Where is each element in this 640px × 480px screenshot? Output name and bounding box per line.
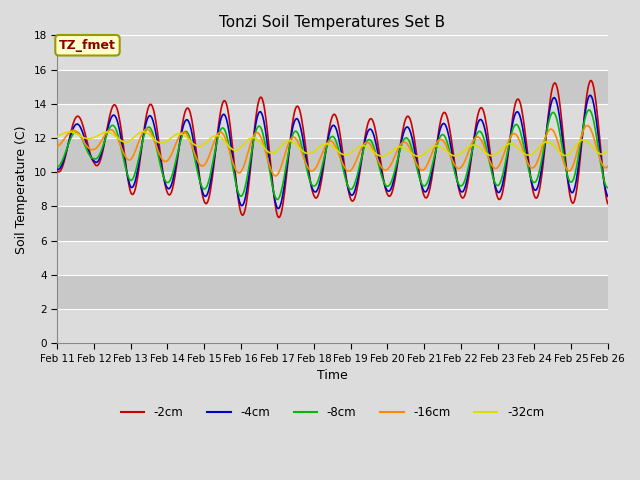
Bar [57, 275, 607, 309]
Bar [57, 309, 607, 343]
Bar [57, 172, 607, 206]
Bar [57, 104, 607, 138]
X-axis label: Time: Time [317, 370, 348, 383]
Bar [57, 206, 607, 241]
Text: TZ_fmet: TZ_fmet [59, 39, 116, 52]
Title: Tonzi Soil Temperatures Set B: Tonzi Soil Temperatures Set B [220, 15, 445, 30]
Bar [57, 138, 607, 172]
Y-axis label: Soil Temperature (C): Soil Temperature (C) [15, 125, 28, 253]
Bar [57, 36, 607, 70]
Legend: -2cm, -4cm, -8cm, -16cm, -32cm: -2cm, -4cm, -8cm, -16cm, -32cm [116, 401, 548, 424]
Bar [57, 70, 607, 104]
Bar [57, 241, 607, 275]
